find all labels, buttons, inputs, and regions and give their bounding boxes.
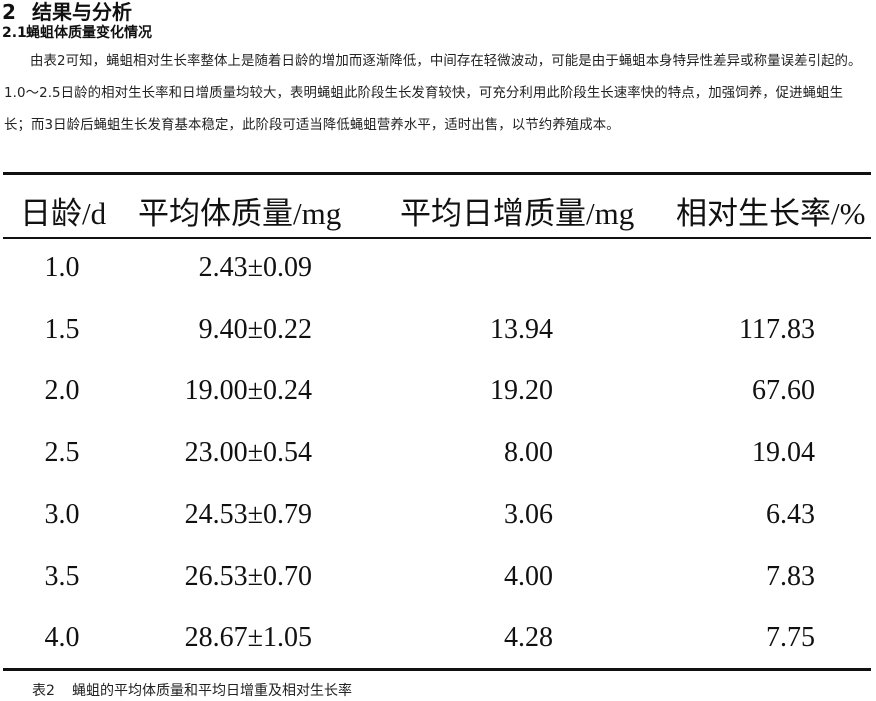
table-cell: 28.67±1.05 (184, 622, 312, 654)
table-header-rule (3, 237, 871, 239)
table-cell: 3.06 (504, 498, 553, 530)
table-cell: 9.40±0.22 (198, 313, 312, 345)
section-heading: 2 结果与分析 (2, 0, 132, 24)
table-cell: 4.0 (44, 622, 80, 654)
table-cell: 1.5 (44, 313, 80, 345)
table-cell: 13.94 (490, 313, 553, 345)
table-cell: 2.43±0.09 (198, 252, 312, 283)
table-cell: 4.28 (504, 622, 553, 654)
header-age: 日龄/d (20, 196, 107, 231)
header-daily-gain: 平均日增质量/mg (400, 196, 635, 231)
table-cell: 2.0 (44, 375, 80, 407)
table-bottom-rule (3, 668, 871, 671)
header-growth-rate: 相对生长率/% (676, 196, 866, 231)
table-cell: 1.0 (44, 252, 80, 283)
table-cell: 8.00 (504, 437, 553, 469)
table-cell: 4.00 (504, 560, 553, 592)
table-cell: 19.00±0.24 (184, 375, 312, 407)
table-cell: 23.00±0.54 (184, 437, 312, 469)
table-cell: 6.43 (766, 498, 815, 530)
table-cell: 2.5 (44, 437, 80, 469)
table-cell: 7.83 (766, 560, 815, 592)
table-cell: 26.53±0.70 (184, 560, 312, 592)
header-avg-mass: 平均体质量/mg (138, 196, 342, 231)
table-top-rule (3, 172, 871, 175)
table-cell: 19.04 (752, 437, 815, 469)
subsection-heading: 2.1蝇蛆体质量变化情况 (2, 25, 152, 41)
table-cell: 67.60 (752, 375, 815, 407)
table-cell: 3.0 (44, 498, 80, 530)
table-cell: 117.83 (739, 313, 815, 345)
table-cell: 19.20 (490, 375, 553, 407)
body-paragraph: 由表2可知，蝇蛆相对生长率整体上是随着日龄的增加而逐渐降低，中间存在轻微波动，可… (4, 54, 862, 133)
table-cell: 7.75 (766, 622, 815, 654)
table-caption: 表2 蝇蛆的平均体质量和平均日增重及相对生长率 (32, 683, 352, 699)
table-cell: 24.53±0.79 (184, 498, 312, 530)
table-cell: 3.5 (44, 560, 80, 592)
